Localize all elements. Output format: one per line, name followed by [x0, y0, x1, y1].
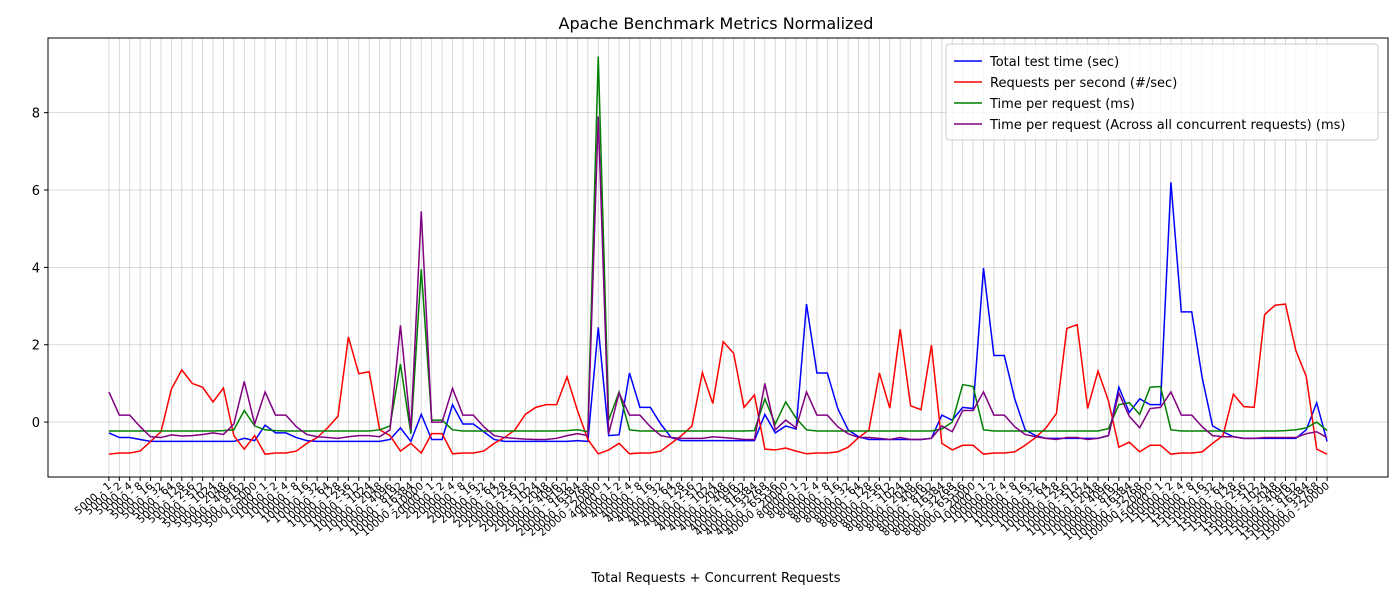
x-axis-label: Total Requests + Concurrent Requests: [590, 571, 840, 586]
y-tick-label: 4: [32, 261, 40, 276]
y-tick-label: 8: [32, 107, 40, 122]
legend-label: Total test time (sec): [989, 55, 1119, 70]
legend-label: Time per request (Across all concurrent …: [989, 118, 1345, 133]
legend-box: [945, 43, 1379, 141]
series-line: [108, 303, 1328, 455]
y-tick-label: 2: [32, 339, 40, 354]
y-tick-label: 0: [32, 416, 40, 431]
chart-title: Apache Benchmark Metrics Normalized: [559, 14, 874, 33]
legend: Total test time (sec) Requests per second…: [945, 43, 1379, 141]
legend-label: Time per request (ms): [989, 97, 1135, 112]
y-tick-label: 6: [32, 184, 40, 199]
plot-frame: [47, 37, 1389, 478]
legend-label: Requests per second (#/sec): [990, 76, 1177, 91]
series-line: [108, 116, 1328, 441]
lines: [108, 56, 1328, 455]
